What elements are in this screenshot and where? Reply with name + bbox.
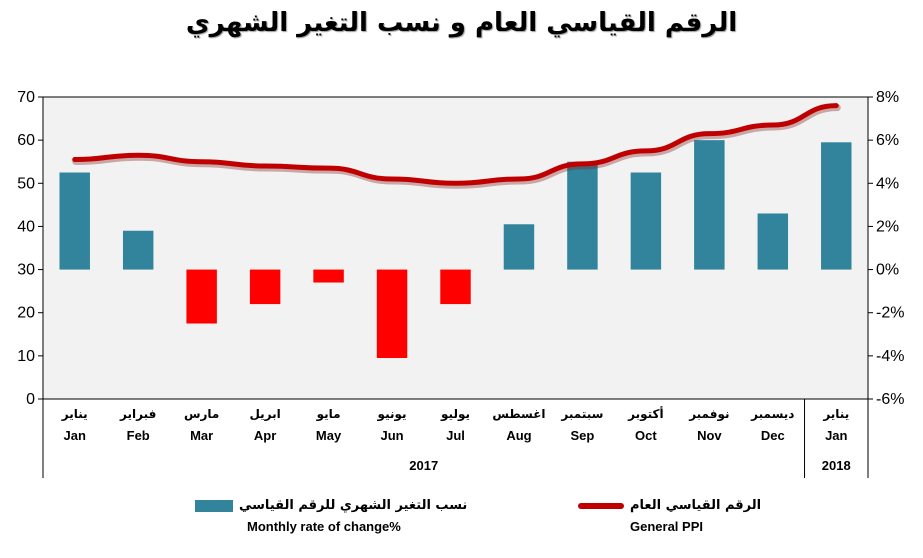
category-label-ar: مايو	[316, 407, 341, 422]
right-axis-tick-label: -2%	[876, 305, 904, 322]
category-label-en: Jan	[825, 428, 847, 443]
category-label-ar: سبتمبر	[560, 407, 603, 421]
chart-title: الرقم القياسي العام و نسب التغير الشهري	[185, 8, 738, 38]
category-label-en: Oct	[635, 428, 657, 443]
left-axis-tick-label: 40	[17, 218, 35, 235]
category-label-ar: اغسطس	[492, 407, 545, 421]
left-axis-tick-label: 50	[17, 175, 35, 192]
line-series	[72, 103, 839, 186]
year-label: 2017	[409, 458, 438, 473]
right-axis-tick-label: 8%	[876, 89, 899, 106]
category-label-ar: ابريل	[249, 407, 280, 421]
legend-bar-series: نسب التغير الشهري للرقم القياسي Monthly …	[195, 498, 467, 534]
category-label-en: Jun	[380, 428, 403, 443]
bar	[821, 142, 852, 270]
left-axis-tick-label: 10	[17, 348, 35, 365]
category-label-en: Jan	[64, 428, 86, 443]
left-axis-tick-label: 0	[26, 391, 35, 408]
category-label-en: Mar	[190, 428, 213, 443]
legend-bar-label-en: Monthly rate of change%	[247, 519, 401, 534]
category-label-en: Sep	[571, 428, 595, 443]
bar	[122, 230, 154, 270]
bar	[694, 140, 725, 270]
legend-line-swatch	[578, 502, 624, 509]
category-label-en: Nov	[697, 428, 722, 443]
right-axis-tick-label: -6%	[876, 391, 904, 408]
bar	[567, 161, 598, 270]
category-label-ar: نوفمبر	[688, 407, 729, 422]
category-label-en: Aug	[506, 428, 531, 443]
right-axis-tick-label: 0%	[876, 262, 899, 279]
category-label-en: May	[316, 428, 342, 443]
category-label-en: Feb	[127, 428, 150, 443]
year-label: 2018	[822, 458, 851, 473]
bar	[249, 269, 281, 305]
category-label-en: Apr	[254, 428, 276, 443]
bar	[376, 269, 408, 359]
left-axis-tick-label: 60	[17, 132, 35, 149]
plot-area	[42, 96, 869, 400]
legend-bar-label-ar: نسب التغير الشهري للرقم القياسي	[239, 498, 468, 513]
bar	[313, 269, 344, 283]
bar	[59, 172, 90, 270]
category-label-ar: يناير	[822, 407, 849, 421]
bar	[503, 224, 535, 270]
legend-line-series: الرقم القياسي العام General PPI	[578, 498, 761, 534]
category-label-en: Dec	[761, 428, 785, 443]
category-label-ar: يوليو	[440, 407, 470, 422]
category-label-ar: فبراير	[119, 407, 156, 421]
left-axis-tick-label: 30	[17, 262, 35, 279]
left-axis-tick-label: 70	[17, 89, 35, 106]
category-label-ar: أكتوبر	[627, 406, 663, 422]
category-label-ar: يونيو	[377, 407, 407, 422]
category-label-ar: ديسمبر	[750, 407, 794, 421]
left-axis-tick-label: 20	[17, 305, 35, 322]
bar	[440, 269, 471, 305]
right-axis-tick-label: 2%	[876, 218, 899, 235]
right-axis-tick-label: 6%	[876, 132, 899, 149]
right-axis-tick-label: -4%	[876, 348, 904, 365]
category-label-ar: مارس	[184, 407, 219, 421]
bar	[630, 172, 662, 270]
right-axis-tick-label: 4%	[876, 175, 899, 192]
bar	[757, 213, 789, 270]
category-label-en: Jul	[446, 428, 465, 443]
category-label-ar: يناير	[61, 407, 88, 421]
legend-line-label-ar: الرقم القياسي العام	[630, 498, 762, 513]
legend-bar-swatch	[195, 499, 233, 512]
legend-line-label-en: General PPI	[630, 519, 703, 534]
bar	[186, 269, 217, 324]
